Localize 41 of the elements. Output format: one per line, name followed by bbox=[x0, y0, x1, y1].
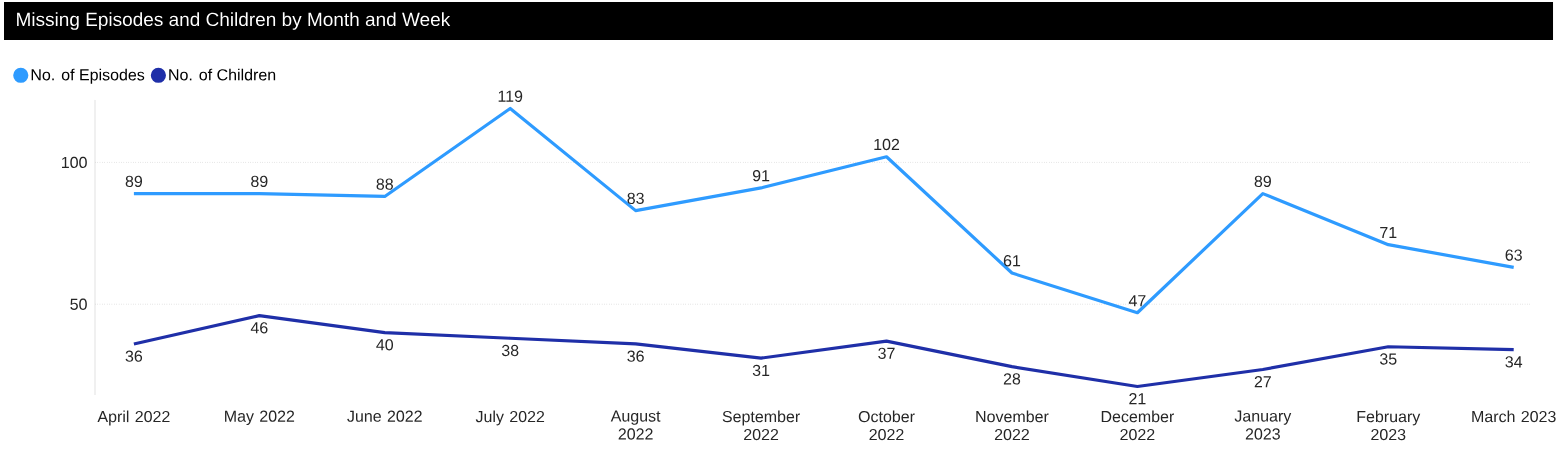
data-label: 61 bbox=[1003, 255, 1021, 267]
data-label: 63 bbox=[1505, 249, 1522, 261]
x-tick-label: December 2022 bbox=[1101, 410, 1175, 441]
data-label: 40 bbox=[376, 339, 394, 351]
data-label: 37 bbox=[878, 347, 895, 360]
data-label: 21 bbox=[1129, 393, 1146, 405]
x-tick-label: January 2023 bbox=[1234, 410, 1292, 440]
x-tick-label: May 2022 bbox=[225, 410, 295, 426]
x-tick-label: November 2022 bbox=[976, 410, 1049, 441]
data-label: 89 bbox=[251, 175, 268, 188]
data-label: 38 bbox=[501, 344, 519, 357]
data-label: 34 bbox=[1505, 356, 1523, 368]
x-tick-label: August 2022 bbox=[610, 410, 661, 440]
x-tick-label: September 2022 bbox=[722, 410, 800, 441]
data-label: 89 bbox=[1254, 175, 1271, 188]
x-tick-label: July 2022 bbox=[475, 410, 545, 426]
data-label: 36 bbox=[125, 350, 143, 362]
data-label: 83 bbox=[627, 192, 644, 205]
data-label: 36 bbox=[627, 350, 644, 362]
data-label: 35 bbox=[1379, 353, 1397, 365]
x-tick-label: April 2022 bbox=[97, 410, 170, 426]
data-label: 102 bbox=[874, 138, 900, 151]
x-tick-label: February 2023 bbox=[1357, 410, 1421, 441]
data-label: 89 bbox=[125, 175, 143, 188]
data-label: 119 bbox=[498, 90, 523, 102]
data-label: 28 bbox=[1003, 373, 1021, 385]
legend-label: No. of Episodes bbox=[31, 68, 145, 84]
data-label: 88 bbox=[376, 178, 393, 190]
data-label: 31 bbox=[752, 364, 770, 377]
data-label: 47 bbox=[1128, 295, 1146, 307]
y-tick-label: 50 bbox=[70, 298, 87, 310]
legend-label: No. of Children bbox=[169, 68, 276, 81]
x-tick-label: March 2023 bbox=[1472, 410, 1556, 423]
chart-title: Missing Episodes and Children by Month and Week bbox=[17, 12, 451, 30]
x-tick-label: October 2022 bbox=[858, 410, 915, 441]
x-tick-label: June 2022 bbox=[347, 410, 422, 422]
data-label: 91 bbox=[752, 170, 770, 182]
data-label: 46 bbox=[250, 322, 268, 334]
data-label: 27 bbox=[1254, 376, 1271, 388]
data-label: 71 bbox=[1380, 227, 1397, 239]
y-tick-label: 100 bbox=[62, 156, 87, 169]
